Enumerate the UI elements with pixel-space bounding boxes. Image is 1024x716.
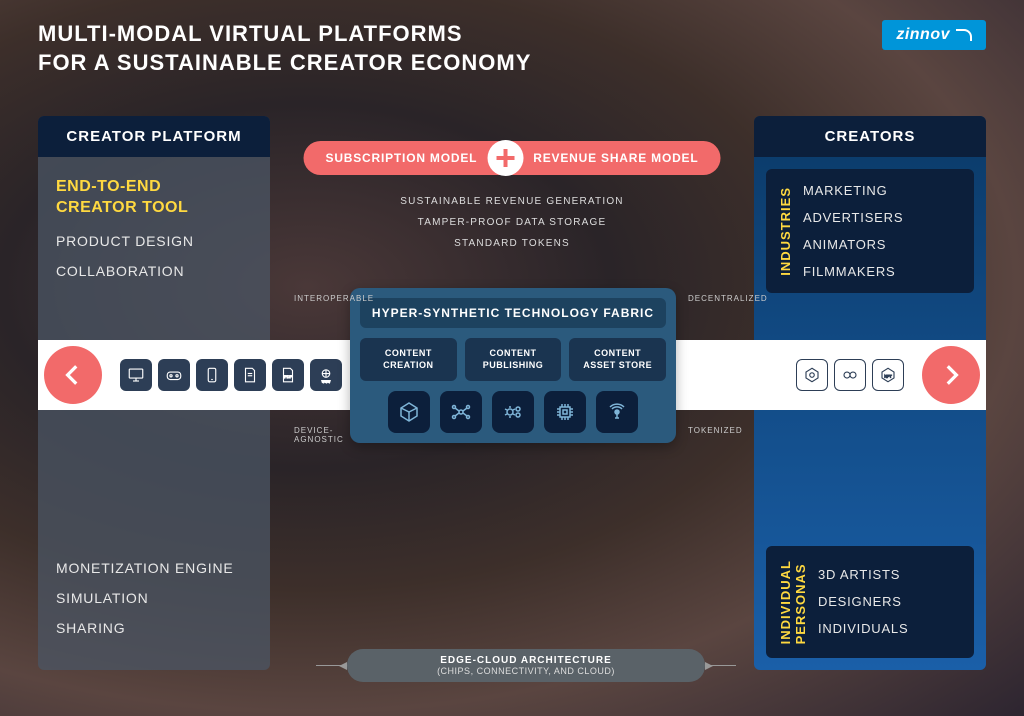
blockchain-icon <box>796 359 828 391</box>
pdf-icon: PDF <box>272 359 304 391</box>
nft-icon: NFT <box>872 359 904 391</box>
list-item: INDIVIDUALS <box>818 621 962 636</box>
list-item: SHARING <box>56 620 252 636</box>
right-panel-header: CREATORS <box>754 116 986 157</box>
band-right-icons: NFT <box>796 359 904 391</box>
document-icon <box>234 359 266 391</box>
arrow-right-icon <box>922 346 980 404</box>
creator-tool-title: END-TO-ENDCREATOR TOOL <box>56 177 252 219</box>
feature-item: STANDARD TOKENS <box>400 238 623 249</box>
list-item: FILMMAKERS <box>803 264 962 279</box>
revenue-model-pill: SUBSCRIPTION MODEL REVENUE SHARE MODEL <box>304 140 721 176</box>
list-item: MONETIZATION ENGINE <box>56 560 252 576</box>
industries-subpanel: INDUSTRIES MARKETING ADVERTISERS ANIMATO… <box>766 169 974 293</box>
list-item: DESIGNERS <box>818 594 962 609</box>
band-left-icons: PDF WWW <box>120 359 342 391</box>
fabric-card: CONTENTCREATION <box>360 338 457 381</box>
svg-text:PDF: PDF <box>284 375 292 379</box>
list-item: SIMULATION <box>56 590 252 606</box>
list-item: PRODUCT DESIGN <box>56 233 252 249</box>
chain-icon <box>834 359 866 391</box>
sensor-icon <box>596 391 638 433</box>
svg-text:WWW: WWW <box>322 380 331 384</box>
chip-icon <box>544 391 586 433</box>
plus-icon <box>487 140 523 176</box>
label-interoperable: INTEROPERABLE <box>294 294 374 303</box>
pill-revenue-share: REVENUE SHARE MODEL <box>505 141 720 175</box>
fabric-title: HYPER-SYNTHETIC TECHNOLOGY FABRIC <box>360 298 666 328</box>
vr-icon <box>158 359 190 391</box>
tech-fabric-box: HYPER-SYNTHETIC TECHNOLOGY FABRIC CONTEN… <box>350 288 676 443</box>
feature-item: TAMPER-PROOF DATA STORAGE <box>400 217 623 228</box>
footer-line1: EDGE-CLOUD ARCHITECTURE <box>367 655 685 666</box>
label-tokenized: TOKENIZED <box>688 426 743 435</box>
brand-logo: zinnov <box>882 20 986 50</box>
desktop-icon <box>120 359 152 391</box>
page-title: MULTI-MODAL VIRTUAL PLATFORMSFOR A SUSTA… <box>38 20 531 77</box>
svg-text:NFT: NFT <box>884 374 892 378</box>
list-item: ANIMATORS <box>803 237 962 252</box>
list-item: COLLABORATION <box>56 263 252 279</box>
fabric-card: CONTENTPUBLISHING <box>465 338 562 381</box>
left-panel-header: CREATOR PLATFORM <box>38 116 270 157</box>
list-item: MARKETING <box>803 183 962 198</box>
list-item: 3D ARTISTS <box>818 567 962 582</box>
arrow-left-icon <box>44 346 102 404</box>
list-item: ADVERTISERS <box>803 210 962 225</box>
label-device-agnostic: DEVICE-AGNOSTIC <box>294 426 344 444</box>
personas-label: INDIVIDUALPERSONAS <box>778 560 808 644</box>
personas-subpanel: INDIVIDUALPERSONAS 3D ARTISTS DESIGNERS … <box>766 546 974 658</box>
www-icon: WWW <box>310 359 342 391</box>
footer-line2: (CHIPS, CONNECTIVITY, AND CLOUD) <box>367 666 685 676</box>
pill-subscription: SUBSCRIPTION MODEL <box>304 141 506 175</box>
cube-icon <box>388 391 430 433</box>
industries-label: INDUSTRIES <box>778 187 793 276</box>
fabric-card: CONTENTASSET STORE <box>569 338 666 381</box>
center-feature-list: SUSTAINABLE REVENUE GENERATION TAMPER-PR… <box>400 196 623 259</box>
feature-item: SUSTAINABLE REVENUE GENERATION <box>400 196 623 207</box>
arrow-right-small-icon <box>705 662 713 670</box>
arrow-left-small-icon <box>339 662 347 670</box>
mobile-icon <box>196 359 228 391</box>
footer-architecture: EDGE-CLOUD ARCHITECTURE (CHIPS, CONNECTI… <box>316 649 736 682</box>
gear-icon <box>492 391 534 433</box>
label-decentralized: DECENTRALIZED <box>688 294 768 303</box>
network-icon <box>440 391 482 433</box>
